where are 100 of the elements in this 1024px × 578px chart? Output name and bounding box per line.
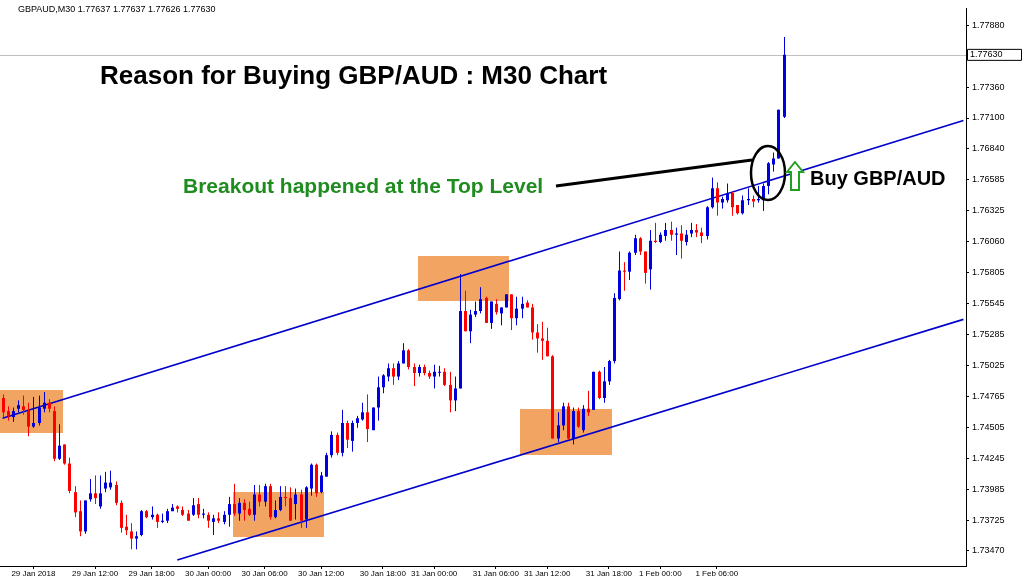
candlestick: [767, 161, 770, 195]
candlestick: [510, 293, 513, 331]
candlestick: [634, 234, 637, 256]
candlestick: [670, 221, 673, 242]
candlestick: [43, 391, 46, 413]
candlestick: [397, 360, 400, 381]
candlestick: [479, 286, 482, 314]
y-tick-label: 1.75545: [972, 297, 1005, 308]
annotation: Buy GBP/AUD: [810, 167, 946, 190]
candlestick: [711, 177, 714, 210]
candlestick: [644, 250, 647, 285]
x-tick-label: 31 Jan 12:00: [524, 569, 571, 578]
y-tick-label: 1.74765: [972, 390, 1005, 401]
candlestick: [238, 497, 241, 522]
candlestick: [233, 483, 236, 517]
candlestick: [490, 301, 493, 330]
candlestick: [438, 365, 441, 378]
y-tick-label: 1.77360: [972, 81, 1005, 92]
candlestick: [562, 402, 565, 431]
candlestick: [2, 393, 5, 418]
candlestick: [63, 443, 66, 466]
candlestick: [536, 323, 539, 354]
x-tick-label: 31 Jan 18:00: [585, 569, 633, 578]
candlestick: [557, 411, 560, 443]
candlestick: [741, 194, 744, 216]
candlestick: [382, 373, 385, 394]
y-tick-label: 1.75285: [972, 328, 1005, 339]
candlestick: [228, 496, 231, 528]
x-tick-label: 30 Jan 00:00: [184, 569, 232, 578]
y-tick-label: 1.75805: [972, 266, 1005, 277]
candlestick: [346, 420, 349, 449]
annotation: GBPAUD,M30 1.77637 1.77637 1.77626 1.77630: [18, 4, 216, 14]
candlestick: [515, 296, 518, 326]
candlestick: [731, 191, 734, 217]
text: Reason for Buying GBP/AUD : M30 Chart: [100, 60, 608, 91]
x-tick-label: 31 Jan 06:00: [472, 569, 520, 578]
x-tick-label: 31 Jan 00:00: [411, 569, 458, 578]
candlestick: [546, 327, 549, 357]
candlestick: [680, 224, 683, 260]
y-tick-label: 1.77880: [972, 19, 1005, 30]
candlestick: [99, 474, 102, 510]
candlestick: [264, 483, 267, 507]
x-tick-label: 30 Jan 12:00: [298, 569, 345, 578]
candlestick: [454, 376, 457, 412]
candlestick: [603, 366, 606, 404]
candlestick: [469, 309, 472, 344]
candlestick: [433, 364, 436, 389]
candlestick: [89, 478, 92, 503]
y-tick-label: 1.76060: [972, 236, 1005, 247]
annotation: Breakout happened at the Top Level: [183, 174, 544, 198]
candlestick: [197, 497, 200, 519]
candlestick: [294, 488, 297, 521]
y-tick-label: 1.75025: [972, 359, 1005, 370]
y-tick-label: 1.73725: [972, 514, 1005, 525]
candlestick: [366, 393, 369, 443]
x-tick-label: 29 Jan 2018: [11, 569, 56, 578]
candlestick: [279, 485, 282, 512]
y-tick-label: 1.73985: [972, 483, 1005, 494]
candlestick: [212, 514, 215, 536]
y-tick-label: 1.74245: [972, 452, 1005, 463]
candlestick: [449, 371, 452, 413]
candlestick: [289, 486, 292, 522]
ref-line-label: 1.77630: [970, 49, 1003, 60]
candlestick: [628, 250, 631, 281]
x-tick-label: 29 Jan 12:00: [71, 569, 119, 578]
candlestick: [330, 430, 333, 459]
candlestick: [521, 296, 524, 319]
candlestick: [38, 395, 41, 426]
y-tick-label: 1.74505: [972, 421, 1005, 432]
candlestick: [726, 183, 729, 204]
y-tick-label: 1.73470: [972, 545, 1005, 555]
candlestick: [541, 321, 544, 361]
candlestick: [407, 348, 410, 370]
candlestick: [608, 359, 611, 386]
candlestick: [577, 407, 580, 429]
x-tick-label: 30 Jan 18:00: [359, 569, 407, 578]
candlestick: [320, 471, 323, 494]
candlestick: [413, 362, 416, 387]
candlestick: [22, 395, 25, 416]
candlestick: [351, 420, 354, 453]
candlestick: [392, 362, 395, 386]
candlestick: [336, 432, 339, 456]
candlestick: [94, 474, 97, 505]
x-tick-label: 29 Jan 18:00: [128, 569, 176, 578]
candlestick: [716, 181, 719, 217]
candlestick: [243, 498, 246, 522]
candlestick: [325, 452, 328, 478]
x-tick-label: 1 Feb 06:00: [695, 569, 739, 578]
x-tick-label: 1 Feb 00:00: [638, 569, 683, 578]
candlestick: [27, 402, 30, 437]
y-tick-label: 1.76325: [972, 204, 1005, 215]
candlestick: [79, 499, 82, 537]
x-tick-label: 30 Jan 06:00: [241, 569, 289, 578]
candlestick: [104, 471, 107, 493]
candlestick: [377, 376, 380, 422]
candlestick: [140, 509, 143, 537]
candlestick: [258, 484, 261, 507]
candlestick: [32, 396, 35, 429]
candlestick: [74, 485, 77, 518]
y-tick-label: 1.77100: [972, 112, 1005, 123]
